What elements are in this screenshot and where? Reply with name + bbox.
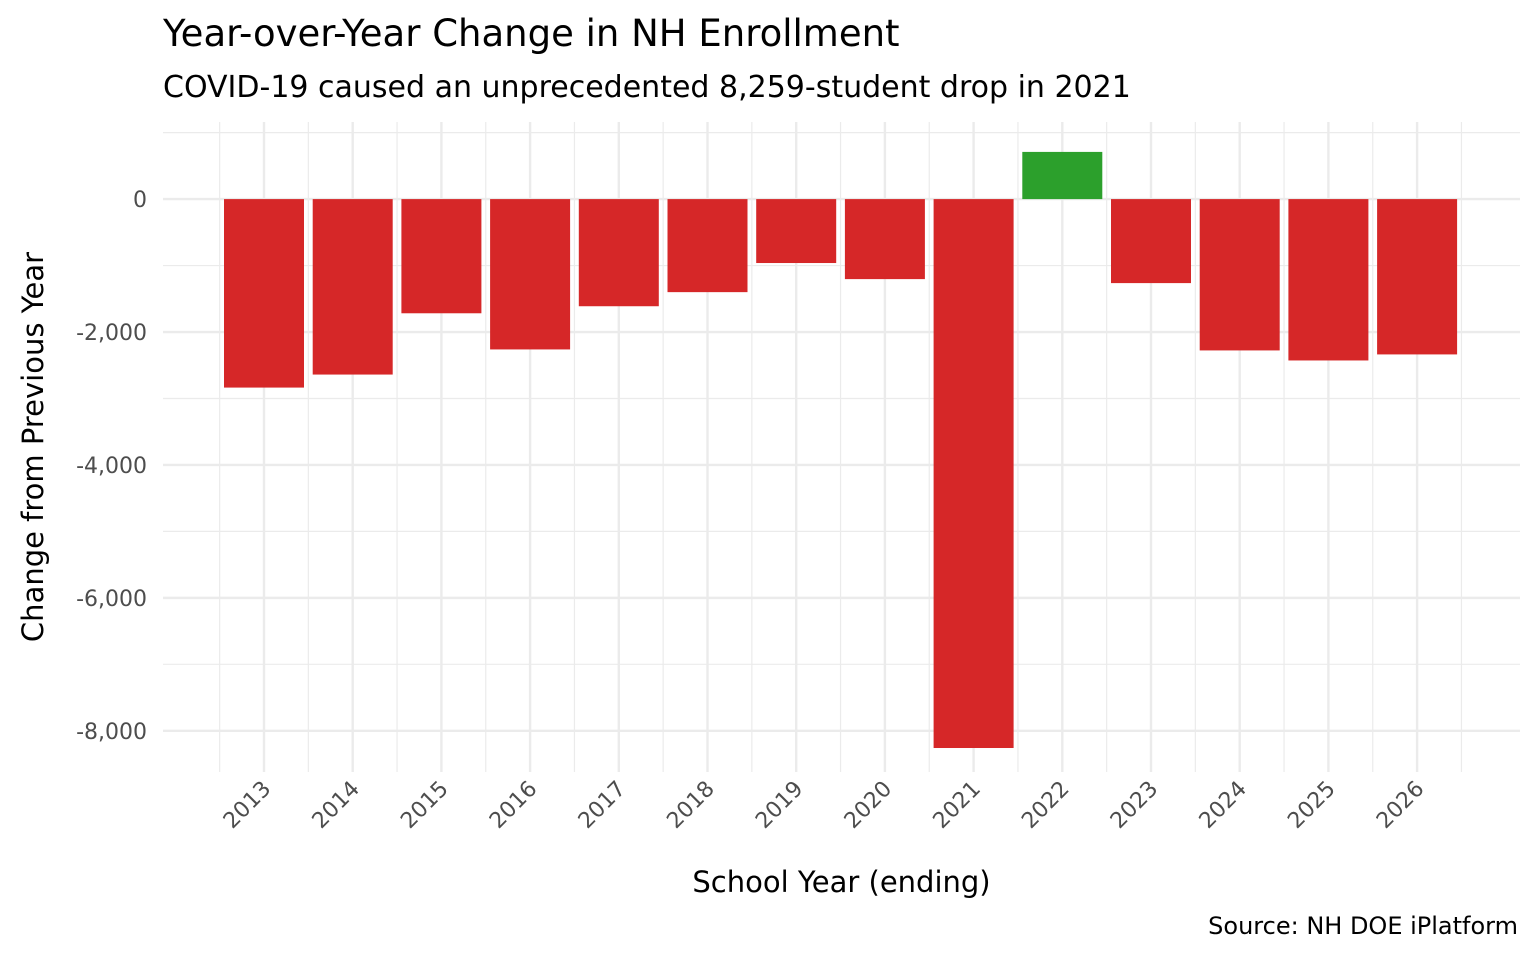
bar-2020 [844,199,925,280]
bar-2022 [1022,151,1103,200]
y-tick-label: -4,000 [76,454,147,479]
bar-2023 [1111,199,1191,284]
x-tick-label: 2021 [929,777,986,834]
bar-2025 [1288,199,1369,361]
bar-2019 [756,199,837,264]
bar-2013 [224,199,304,388]
x-tick-label: 2026 [1372,777,1429,834]
x-tick-label: 2020 [840,777,897,834]
x-tick-label: 2023 [1106,777,1163,834]
x-tick-label: 2022 [1017,777,1074,834]
x-tick-label: 2016 [485,777,542,834]
y-tick-label: -8,000 [76,720,147,745]
x-tick-label: 2014 [308,777,365,834]
x-tick-label: 2017 [574,777,631,834]
x-tick-label: 2019 [751,777,808,834]
bar-2018 [667,199,748,293]
x-axis-label: School Year (ending) [692,865,990,899]
bar-2021 [933,199,1014,749]
bar-2024 [1199,199,1280,351]
bar-2026 [1377,199,1458,355]
x-tick-label: 2015 [396,777,453,834]
x-tick-label: 2025 [1283,777,1340,834]
bar-2017 [578,199,659,307]
bar-2014 [312,199,393,375]
y-tick-label: 0 [133,188,147,213]
y-tick-label: -2,000 [76,321,147,346]
x-tick-label: 2013 [219,777,276,834]
y-axis-label: Change from Previous Year [16,252,50,642]
y-tick-label: -6,000 [76,587,147,612]
x-tick-label: 2024 [1195,777,1252,834]
bar-2015 [401,199,482,314]
chart-title: Year-over-Year Change in NH Enrollment [163,12,900,55]
bar-2016 [490,199,571,350]
chart-caption: Source: NH DOE iPlatform [1208,912,1518,940]
chart-subtitle: COVID-19 caused an unprecedented 8,259-s… [163,70,1131,105]
x-tick-label: 2018 [662,777,719,834]
